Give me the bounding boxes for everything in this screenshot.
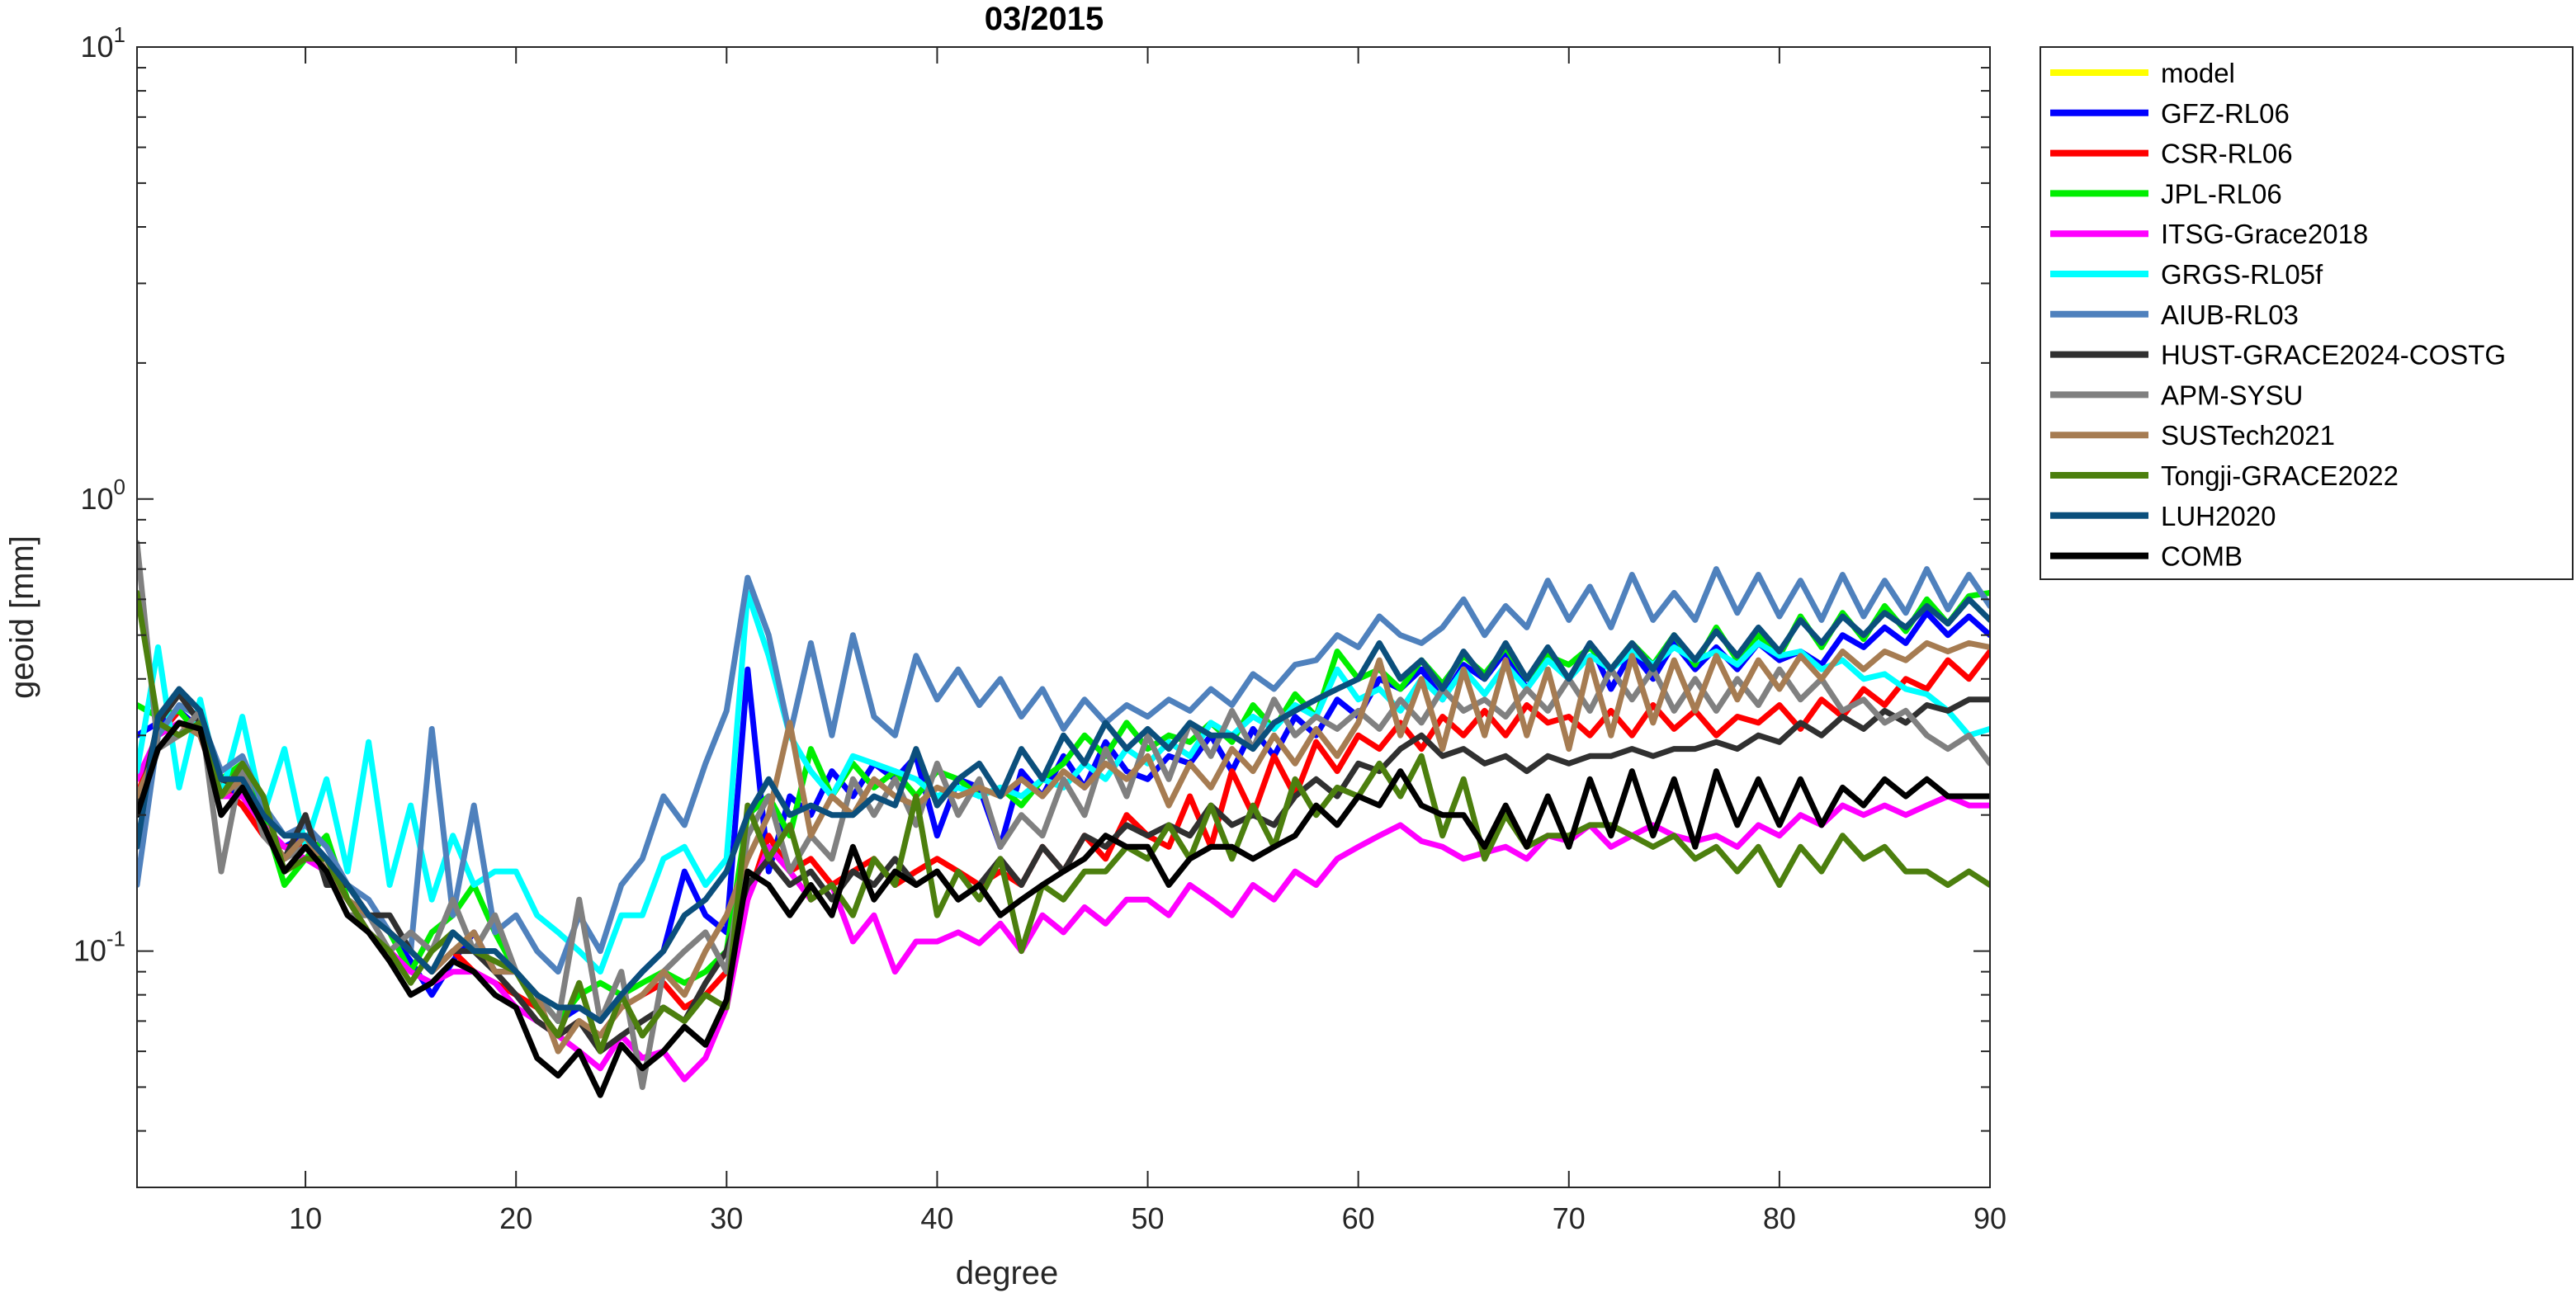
legend-label: CSR-RL06 xyxy=(2161,139,2293,169)
y-tick-label: 100 xyxy=(80,474,125,516)
x-tick-label: 40 xyxy=(920,1201,953,1235)
series-line-tongji-grace2022 xyxy=(137,590,1990,1055)
legend-label: ITSG-Grace2018 xyxy=(2161,219,2368,249)
x-tick-label: 20 xyxy=(499,1201,532,1235)
y-axis-label: geoid [mm] xyxy=(4,536,40,699)
y-tick-label: 101 xyxy=(80,22,125,64)
x-tick-label: 70 xyxy=(1553,1201,1586,1235)
legend-label: COMB xyxy=(2161,541,2243,572)
series-group xyxy=(137,540,1990,1098)
series-line-sustech2021 xyxy=(137,639,1990,1055)
legend-label: JPL-RL06 xyxy=(2161,178,2282,209)
legend-label: SUSTech2021 xyxy=(2161,420,2335,451)
legend-label: APM-SYSU xyxy=(2161,380,2303,410)
series-line-aiub-rl03 xyxy=(137,566,1990,975)
axes-box xyxy=(136,46,1991,1188)
legend-label: AIUB-RL03 xyxy=(2161,300,2299,330)
x-tick-label: 30 xyxy=(710,1201,743,1235)
legend-label: model xyxy=(2161,58,2235,88)
y-axis: 10-1 100 101 xyxy=(73,22,1990,1188)
legend-label: GRGS-RL05f xyxy=(2161,259,2323,290)
legend-label: GFZ-RL06 xyxy=(2161,98,2290,129)
legend: model GFZ-RL06 CSR-RL06 JPL-RL06 ITSG-Grace2… xyxy=(2040,46,2574,580)
x-axis: 10 20 30 40 50 60 70 80 90 xyxy=(289,47,2006,1235)
x-tick-label: 10 xyxy=(289,1201,322,1235)
legend-label: LUH2020 xyxy=(2161,501,2276,531)
x-tick-label: 90 xyxy=(1973,1201,2006,1235)
legend-label: Tongji-GRACE2022 xyxy=(2161,460,2399,491)
chart-title: 03/2015 xyxy=(985,1,1104,37)
x-tick-label: 60 xyxy=(1342,1201,1375,1235)
x-tick-label: 80 xyxy=(1763,1201,1796,1235)
series-line-apm-sysu xyxy=(137,540,1990,1090)
series-line-luh2020 xyxy=(137,596,1990,1024)
x-axis-label: degree xyxy=(956,1255,1059,1291)
legend-label: HUST-GRACE2024-COSTG xyxy=(2161,340,2506,370)
x-tick-label: 50 xyxy=(1132,1201,1165,1235)
series-line-comb xyxy=(137,720,1990,1098)
series-line-itsg-grace2018 xyxy=(137,720,1990,1083)
y-tick-label: 10-1 xyxy=(73,927,125,968)
